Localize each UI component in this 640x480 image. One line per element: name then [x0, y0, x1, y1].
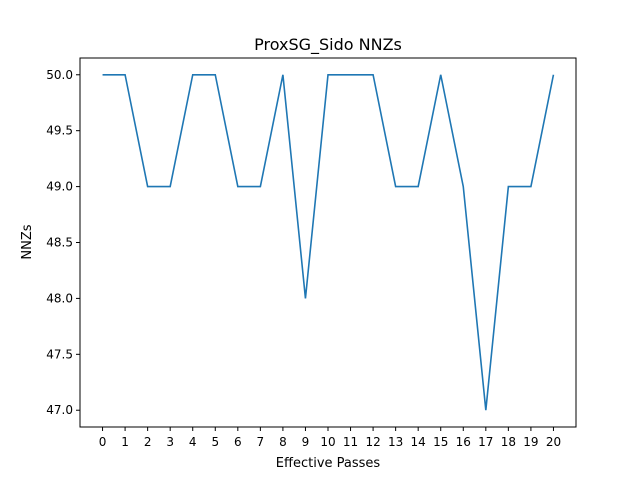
series-line: [102, 73, 555, 411]
x-tick-label: 1: [121, 435, 129, 449]
x-tick-label: 19: [523, 435, 538, 449]
chart-title: ProxSG_Sido NNZs: [254, 35, 402, 55]
x-tick-label: 11: [343, 435, 358, 449]
y-axis-label: NNZs: [20, 224, 35, 259]
x-tick-label: 0: [99, 435, 107, 449]
x-tick-label: 13: [388, 435, 403, 449]
x-tick-label: 9: [302, 435, 310, 449]
x-tick-label: 10: [320, 435, 335, 449]
x-tick-label: 17: [478, 435, 493, 449]
y-tick-label: 47.5: [46, 347, 73, 361]
x-tick-label: 5: [211, 435, 219, 449]
x-tick-label: 6: [234, 435, 242, 449]
y-tick-label: 48.0: [46, 291, 73, 305]
x-tick-label: 18: [501, 435, 516, 449]
y-tick-label: 50.0: [46, 68, 73, 82]
x-tick-label: 2: [144, 435, 152, 449]
plot-frame: [79, 57, 577, 428]
x-tick-label: 7: [257, 435, 265, 449]
x-tick-label: 8: [279, 435, 287, 449]
y-tick-label: 47.0: [46, 403, 73, 417]
x-tick-label: 4: [189, 435, 197, 449]
x-axis-label: Effective Passes: [276, 456, 381, 471]
x-tick-label: 14: [411, 435, 426, 449]
y-axis: 47.0 47.5 48.0 48.5 49.0 49.5 50.0: [46, 68, 80, 417]
x-tick-label: 3: [166, 435, 174, 449]
y-tick-label: 48.5: [46, 236, 73, 250]
x-tick-label: 12: [365, 435, 380, 449]
x-tick-label: 15: [433, 435, 448, 449]
x-axis: 0 1 2 3 4 5 6 7 8 9 10 11 12 13 14 15 16 17 18 19 20: [99, 427, 561, 449]
x-tick-label: 16: [456, 435, 471, 449]
y-tick-label: 49.5: [46, 124, 73, 138]
x-tick-label: 20: [546, 435, 561, 449]
y-tick-label: 49.0: [46, 180, 73, 194]
